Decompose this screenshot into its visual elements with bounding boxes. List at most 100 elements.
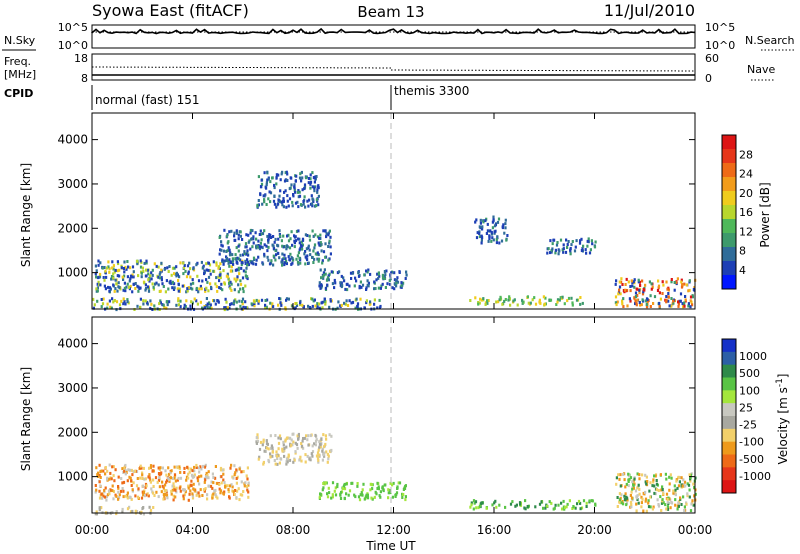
power-echo-cell (96, 286, 99, 290)
power-echo-cell (527, 301, 530, 305)
power-echo-cell (478, 235, 481, 239)
velocity-echo-cell (339, 497, 343, 500)
power-echo-cell (677, 300, 680, 304)
power-echo-cell (486, 222, 489, 226)
freq-tick-bottom: 8 (81, 72, 88, 85)
velocity-echo-cell (282, 440, 285, 444)
velocity-echo-cell (682, 478, 685, 482)
power-echo-cell (126, 282, 129, 286)
power-echo-cell (304, 262, 307, 266)
power-echo-cell (649, 305, 652, 308)
power-echo-cell (304, 205, 307, 209)
power-echo-cell (104, 287, 107, 291)
power-echo-cell (338, 270, 341, 274)
power-echo-cell (317, 253, 320, 257)
power-echo-cell (226, 234, 229, 238)
velocity-echo-cell (345, 482, 348, 486)
power-echo-cell (223, 282, 226, 286)
velocity-echo-cell (281, 449, 284, 453)
velocity-echo-cell (164, 483, 167, 487)
velocity-echo-cell (148, 466, 151, 470)
power-echo-cell (116, 260, 119, 264)
power-echo-cell (477, 302, 480, 306)
power-echo-cell (496, 235, 499, 239)
power-echo-cell (361, 283, 365, 287)
power-echo-cell (155, 281, 158, 285)
power-echo-cell (196, 302, 199, 306)
power-echo-cell (242, 287, 245, 291)
velocity-echo-cell (111, 484, 114, 488)
velocity-echo-cell (161, 484, 164, 488)
power-echo-cell (570, 243, 573, 247)
power-echo-cell (543, 302, 546, 306)
power-echo-cell (317, 241, 320, 245)
velocity-echo-cell (167, 466, 170, 470)
power-echo-cell (127, 285, 131, 289)
power-echo-cell (244, 259, 247, 263)
power-echo-cell (290, 262, 293, 266)
velocity-echo-cell (318, 495, 321, 499)
velocity-echo-cell (588, 499, 591, 503)
power-echo-cell (263, 229, 266, 233)
velocity-echo-cell (304, 453, 307, 457)
power-echo-cell (241, 238, 244, 241)
power-echo-cell (227, 277, 230, 281)
power-echo-cell (294, 201, 298, 205)
velocity-echo-cell (151, 469, 154, 473)
velocity-echo-cell (315, 454, 319, 458)
power-echo-cell (638, 288, 641, 292)
velocity-echo-cell (618, 498, 621, 502)
velocity-echo-cell (526, 505, 529, 508)
velocity-echo-cell (106, 469, 109, 473)
power-echo-cell (126, 275, 129, 279)
velocity-echo-cell (277, 447, 280, 451)
power-echo-cell (285, 298, 288, 302)
velocity-echo-cell (538, 502, 542, 506)
power-echo-cell (689, 305, 692, 309)
power-echo-cell (529, 301, 532, 305)
power-echo-cell (239, 234, 242, 238)
velocity-echo-cell (527, 504, 530, 508)
velocity-echo-cell (108, 492, 111, 496)
power-echo-cell (326, 283, 329, 287)
power-echo-cell (386, 282, 389, 286)
power-echo-cell (313, 186, 316, 190)
power-echo-cell (207, 289, 210, 293)
power-echo-cell (233, 231, 236, 235)
power-echo-cell (683, 304, 686, 308)
velocity-echo-cell (540, 500, 543, 504)
velocity-echo-cell (635, 509, 638, 513)
velocity-echo-cell (123, 466, 126, 470)
power-echo-cell (283, 253, 286, 257)
velocity-echo-cell (149, 466, 152, 470)
velocity-echo-cell (171, 477, 174, 480)
velocity-echo-cell (550, 501, 553, 505)
power-echo-cell (294, 190, 297, 194)
power-echo-cell (565, 238, 568, 242)
power-echo-cell (683, 301, 686, 305)
power-echo-cell (106, 302, 109, 306)
velocity-echo-cell (653, 491, 656, 495)
power-echo-cell (251, 245, 254, 249)
velocity-echo-cell (192, 475, 196, 479)
velocity-echo-cell (165, 493, 169, 497)
power-echo-cell (233, 238, 236, 242)
power-echo-cell (684, 295, 687, 298)
velocity-echo-cell (677, 484, 681, 488)
power-echo-cell (318, 257, 321, 261)
velocity-echo-cell (149, 464, 153, 468)
velocity-echo-cell (156, 480, 159, 484)
power-echo-cell (548, 298, 551, 302)
power-echo-cell (233, 234, 236, 238)
velocity-echo-cell (267, 458, 270, 462)
power-echo-cell (491, 236, 494, 240)
power-echo-cell (204, 289, 207, 293)
velocity-echo-cell (265, 439, 268, 443)
power-echo-cell (242, 269, 245, 273)
power-echo-cell (626, 304, 629, 308)
power-echo-cell (314, 233, 317, 237)
power-echo-cell (230, 302, 233, 306)
power-echo-cell (624, 288, 627, 292)
power-echo-cell (582, 244, 585, 248)
